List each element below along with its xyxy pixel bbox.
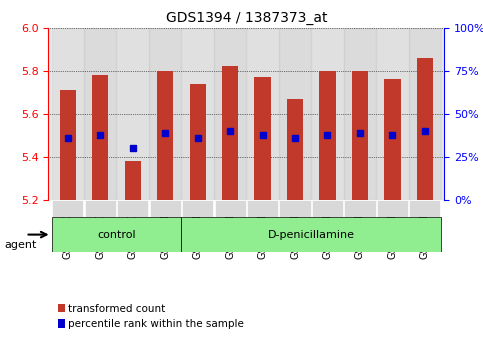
Bar — [417, 58, 433, 200]
Bar — [311, 28, 344, 200]
FancyBboxPatch shape — [85, 200, 116, 217]
Bar — [344, 28, 376, 200]
Bar — [222, 67, 238, 200]
Bar — [214, 28, 246, 200]
FancyBboxPatch shape — [247, 200, 278, 217]
FancyBboxPatch shape — [117, 200, 148, 217]
Title: GDS1394 / 1387373_at: GDS1394 / 1387373_at — [166, 11, 327, 25]
FancyBboxPatch shape — [409, 200, 440, 217]
Bar — [255, 77, 270, 200]
Bar — [182, 28, 214, 200]
Bar — [189, 84, 206, 200]
Bar — [246, 28, 279, 200]
FancyBboxPatch shape — [344, 200, 376, 217]
Bar — [376, 28, 409, 200]
Bar — [92, 75, 108, 200]
Bar — [60, 90, 76, 200]
FancyBboxPatch shape — [312, 200, 343, 217]
Text: agent: agent — [5, 240, 37, 250]
Bar — [287, 99, 303, 200]
FancyBboxPatch shape — [150, 200, 181, 217]
FancyBboxPatch shape — [377, 200, 408, 217]
Bar — [116, 28, 149, 200]
FancyBboxPatch shape — [182, 217, 441, 252]
Bar — [409, 28, 441, 200]
Bar — [149, 28, 182, 200]
Text: percentile rank within the sample: percentile rank within the sample — [68, 319, 243, 328]
Text: D-penicillamine: D-penicillamine — [268, 230, 355, 239]
FancyBboxPatch shape — [214, 200, 246, 217]
FancyBboxPatch shape — [182, 200, 213, 217]
Text: control: control — [97, 230, 136, 239]
FancyBboxPatch shape — [52, 217, 182, 252]
FancyBboxPatch shape — [52, 200, 84, 217]
Bar — [125, 161, 141, 200]
Bar — [157, 71, 173, 200]
Bar — [352, 71, 368, 200]
Text: transformed count: transformed count — [68, 304, 165, 314]
Bar — [52, 28, 84, 200]
FancyBboxPatch shape — [280, 200, 311, 217]
Bar — [319, 71, 336, 200]
Bar — [279, 28, 311, 200]
Bar — [84, 28, 116, 200]
Bar — [384, 79, 400, 200]
